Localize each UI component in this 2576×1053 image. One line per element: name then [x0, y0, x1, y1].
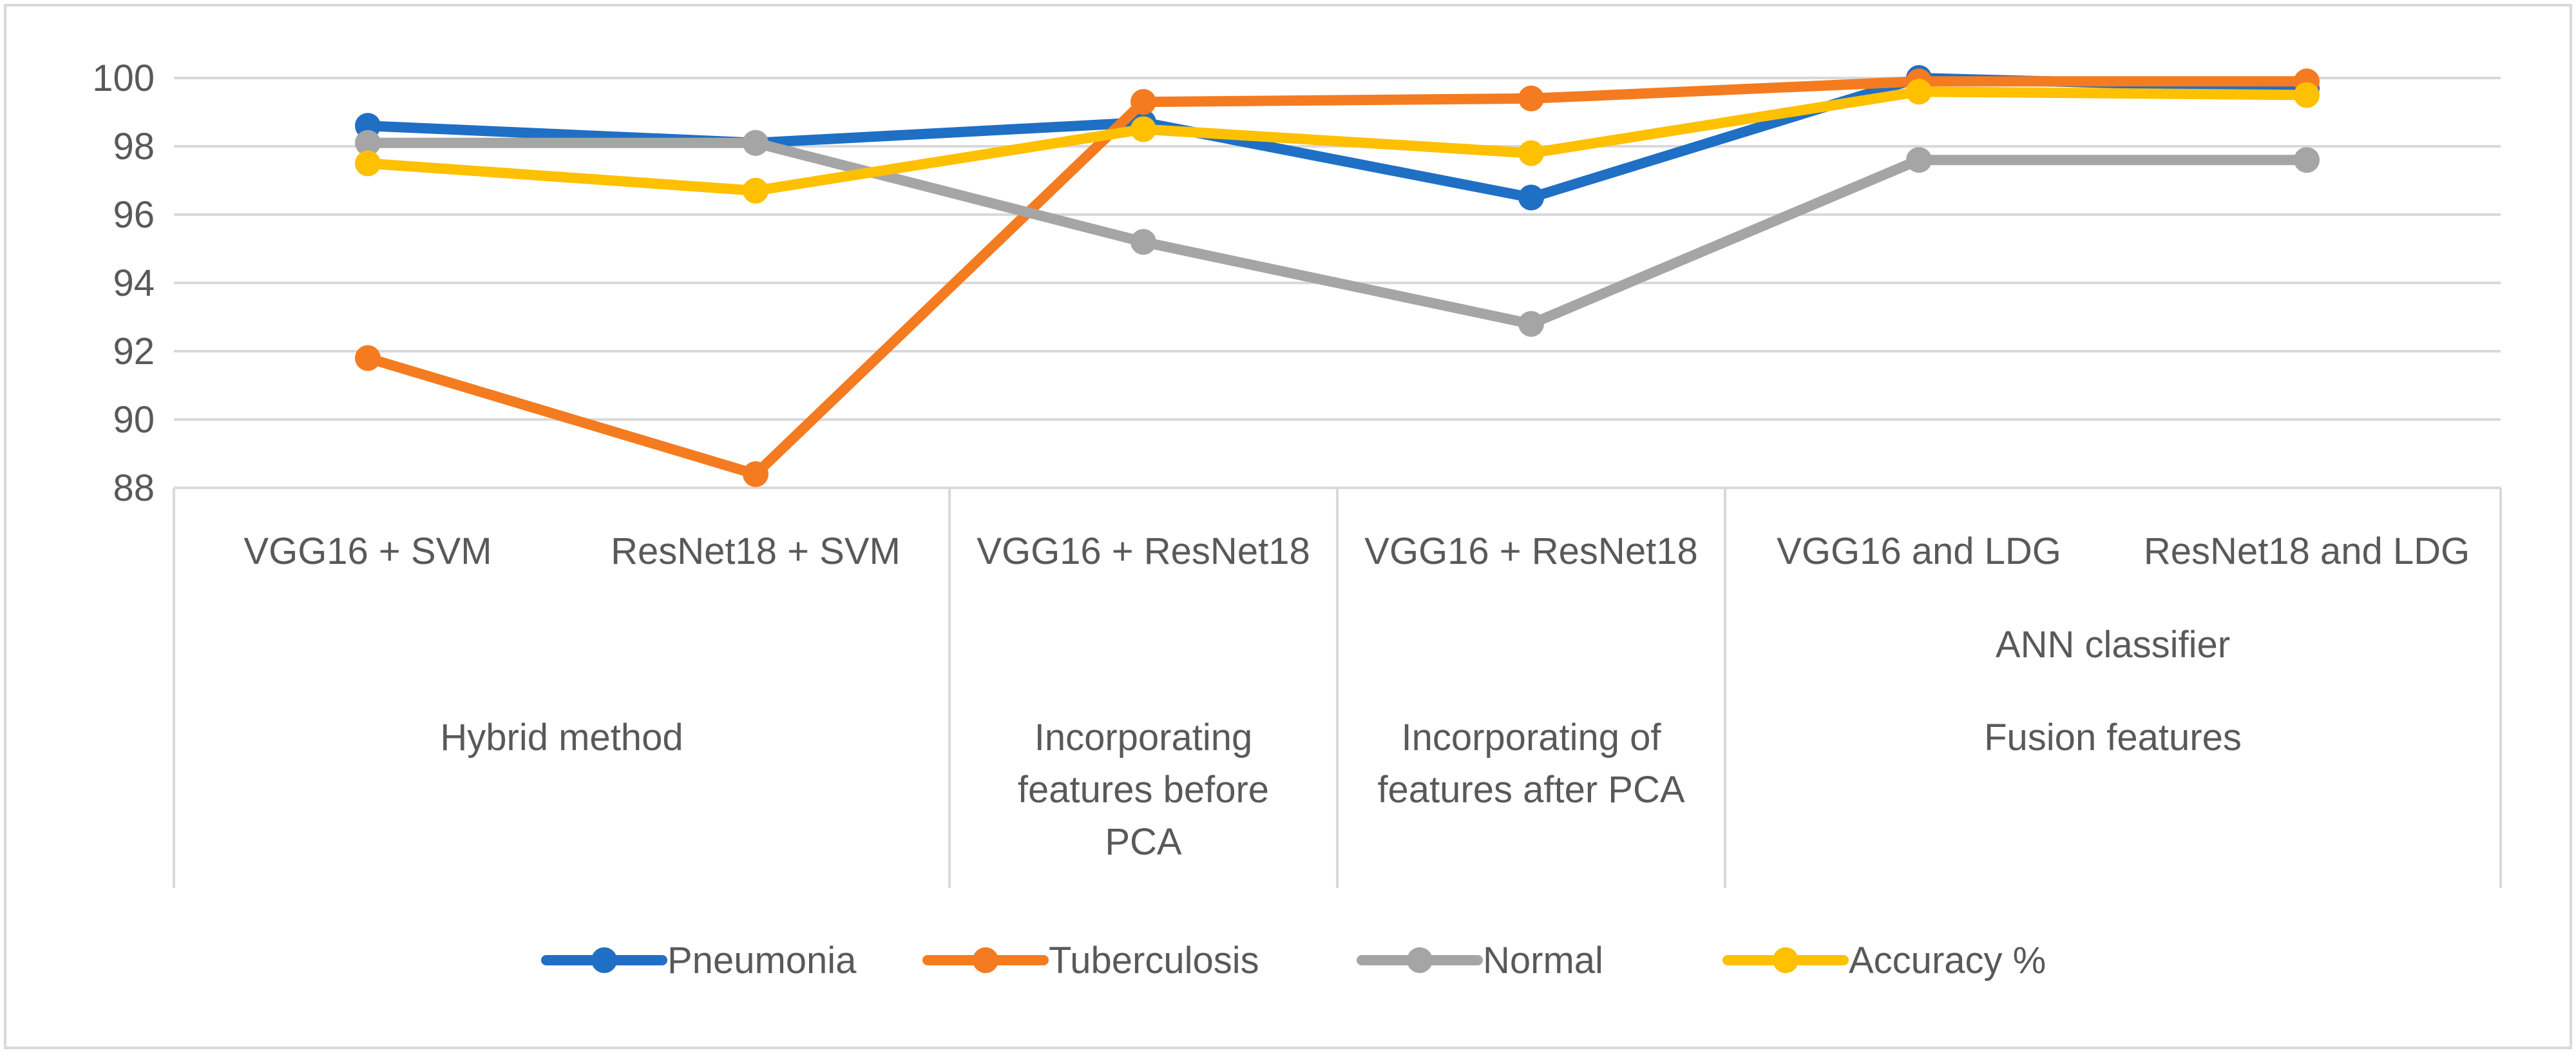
legend-swatch-marker [591, 947, 617, 973]
data-point [2294, 82, 2320, 108]
chart-frame [4, 4, 2572, 1049]
legend-label: Tuberculosis [1049, 940, 1259, 981]
data-point [1131, 116, 1156, 142]
series-line-accuracy- [363, 86, 2312, 196]
legend-label: Pneumonia [667, 940, 857, 981]
y-tick-label: 90 [113, 399, 155, 441]
y-tick-label: 100 [92, 57, 155, 99]
category-label: ResNet18 + SVM [611, 530, 901, 572]
data-point [1131, 229, 1156, 255]
category-label: VGG16 + SVM [243, 530, 491, 572]
data-point [1131, 89, 1156, 115]
group-label: PCA [1105, 821, 1182, 863]
y-tick-labels: 88 90 92 94 96 98 100 [92, 57, 155, 509]
y-tick-label: 94 [113, 262, 155, 304]
series-lines [355, 65, 2320, 487]
data-point [1518, 184, 1544, 211]
category-label: VGG16 + ResNet18 [1364, 530, 1697, 572]
data-point [355, 150, 381, 177]
group-label: Incorporating of [1401, 717, 1661, 758]
data-point [1906, 79, 1932, 105]
data-point [1906, 147, 1932, 173]
series-line-normal [363, 137, 2312, 329]
category-label: ResNet18 and LDG [2144, 530, 2470, 572]
group-label: features before [1018, 769, 1269, 811]
data-point [743, 177, 768, 204]
group-label: Incorporating [1035, 717, 1253, 758]
data-point [743, 130, 768, 156]
category-label: VGG16 + ResNet18 [977, 530, 1310, 572]
group-label: Hybrid method [440, 717, 683, 758]
y-tick-label: 96 [113, 194, 155, 236]
category-labels: VGG16 + SVM ResNet18 + SVM VGG16 + ResNet1… [243, 530, 2470, 572]
y-tick-label: 98 [113, 126, 155, 168]
group-label: features after PCA [1377, 769, 1684, 811]
group-labels: Hybrid method Incorporating features befor… [440, 624, 2241, 863]
data-point [1518, 85, 1544, 111]
y-tick-label: 92 [113, 331, 155, 372]
y-tick-label: 88 [113, 467, 155, 509]
data-point [1518, 311, 1544, 337]
data-point [2294, 147, 2320, 173]
group-label: ANN classifier [1996, 624, 2230, 666]
group-label: Fusion features [1984, 717, 2242, 758]
data-point [355, 130, 381, 156]
legend-swatch-marker [1773, 947, 1798, 973]
axes [173, 487, 2502, 888]
legend: Pneumonia Tuberculosis Normal Accuracy % [541, 940, 2046, 981]
category-label: VGG16 and LDG [1777, 530, 2061, 572]
data-point [355, 345, 381, 371]
legend-label: Normal [1483, 940, 1603, 981]
legend-swatch-marker [973, 947, 998, 973]
legend-swatch-marker [1407, 947, 1433, 973]
data-point [1518, 140, 1544, 166]
series-line-tuberculosis [363, 76, 2312, 479]
data-point [743, 461, 768, 487]
legend-label: Accuracy % [1849, 940, 2046, 981]
